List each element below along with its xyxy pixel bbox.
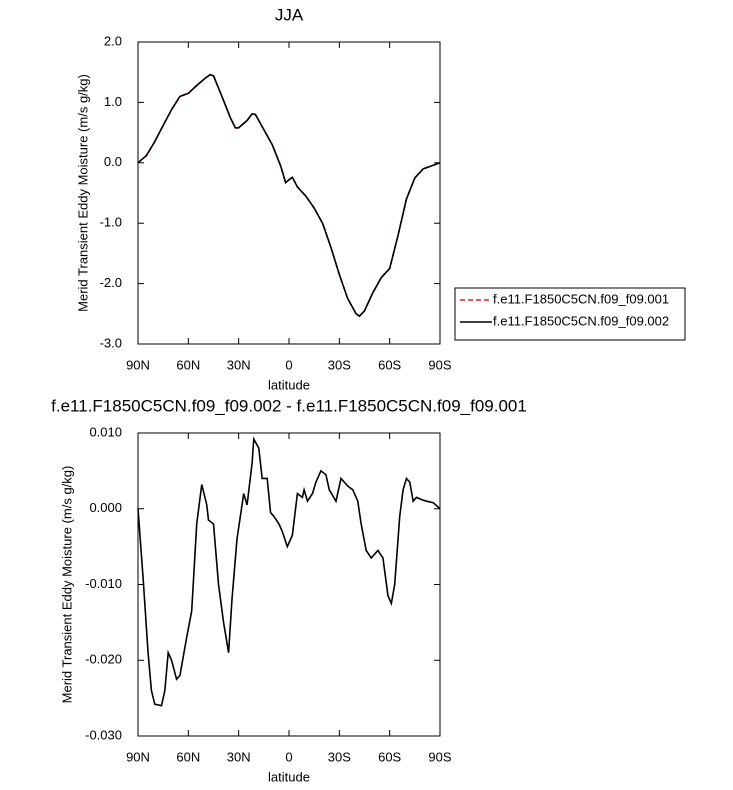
legend-label: f.e11.F1850C5CN.f09_f09.002 xyxy=(493,313,669,328)
legend-label: f.e11.F1850C5CN.f09_f09.001 xyxy=(493,291,669,306)
x-tick-label: 30N xyxy=(227,749,251,764)
data-line xyxy=(137,436,441,707)
x-axis-label: latitude xyxy=(268,377,310,392)
x-tick-label: 60S xyxy=(378,357,401,372)
data-line xyxy=(137,73,441,318)
x-tick-label: 90N xyxy=(126,749,150,764)
x-tick-label: 30N xyxy=(227,357,251,372)
y-tick-label: 1.0 xyxy=(104,94,122,109)
chart-title: JJA xyxy=(275,5,304,24)
legend-box xyxy=(454,287,686,341)
x-tick-label: 0 xyxy=(285,749,292,764)
x-tick-label: 60S xyxy=(378,749,401,764)
x-tick-label: 90S xyxy=(428,749,451,764)
y-tick-label: -1.0 xyxy=(100,215,122,230)
y-tick-label: 0.010 xyxy=(89,424,122,439)
y-tick-label: 0.0 xyxy=(104,154,122,169)
chart-title: f.e11.F1850C5CN.f09_f09.002 - f.e11.F185… xyxy=(51,396,527,415)
y-tick-label: 2.0 xyxy=(104,33,122,48)
x-tick-label: 90S xyxy=(428,357,451,372)
plot-frame xyxy=(137,41,441,345)
x-tick-label: 60N xyxy=(176,357,200,372)
y-tick-label: -3.0 xyxy=(100,335,122,350)
x-tick-label: 60N xyxy=(176,749,200,764)
x-tick-label: 30S xyxy=(328,749,351,764)
y-tick-label: -2.0 xyxy=(100,275,122,290)
plot-frame xyxy=(137,432,441,737)
x-tick-label: 0 xyxy=(285,357,292,372)
y-tick-label: -0.010 xyxy=(85,576,122,591)
y-tick-label: -0.020 xyxy=(85,652,122,667)
data-line xyxy=(137,73,441,318)
y-axis-label: Merid Transient Eddy Moisture (m/s g/kg) xyxy=(59,466,74,704)
y-tick-label: -0.030 xyxy=(85,727,122,742)
x-tick-label: 30S xyxy=(328,357,351,372)
x-axis-label: latitude xyxy=(268,769,310,784)
x-tick-label: 90N xyxy=(126,357,150,372)
y-axis-label: Merid Transient Eddy Moisture (m/s g/kg) xyxy=(75,74,90,312)
y-tick-label: 0.000 xyxy=(89,500,122,515)
